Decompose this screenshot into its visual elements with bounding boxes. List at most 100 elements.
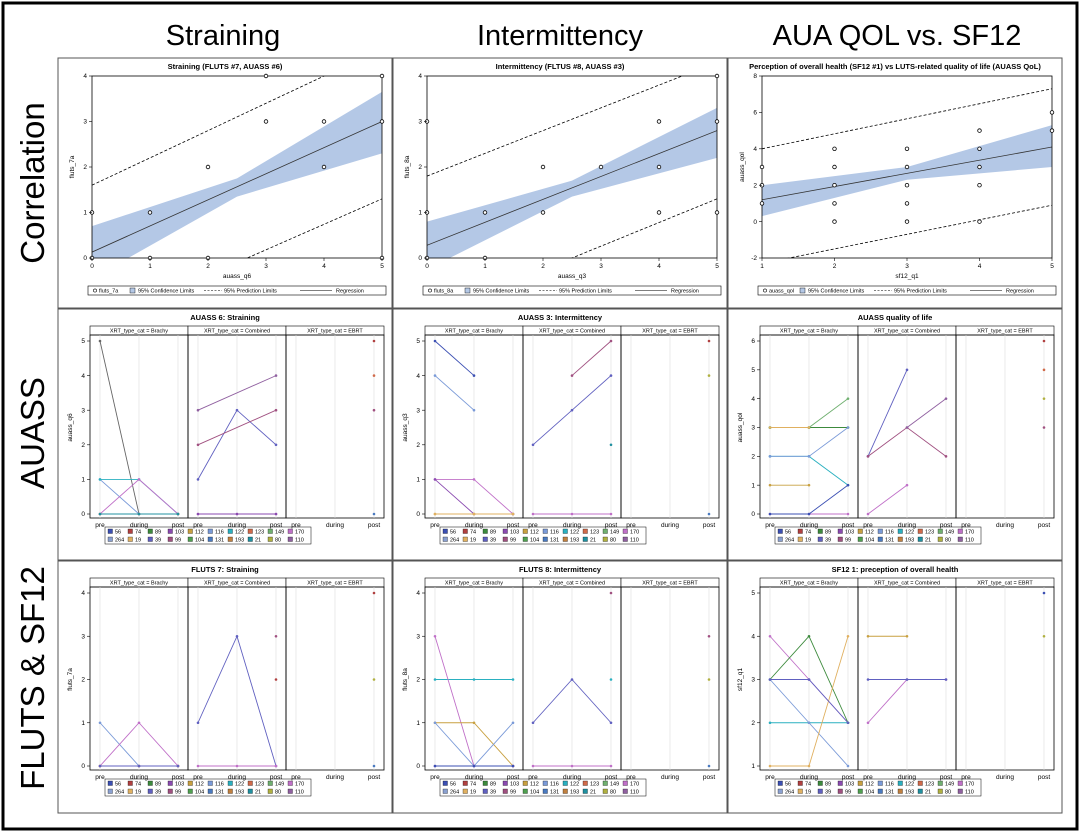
patient-point (1042, 397, 1046, 400)
patient-point (807, 634, 811, 638)
y-tick-label: 1 (751, 482, 755, 489)
patient-point (807, 426, 811, 429)
y-tick-label: 5 (416, 338, 420, 345)
patient-legend-label: 56 (450, 530, 456, 536)
data-point (379, 119, 385, 124)
data-point (1049, 110, 1055, 115)
patient-legend-label: 99 (510, 538, 516, 544)
data-point (977, 164, 982, 170)
patient-point (196, 764, 200, 768)
patient-point (866, 678, 870, 681)
y-tick-label: 2 (753, 182, 757, 189)
patient-point (944, 455, 948, 458)
data-point (904, 182, 910, 188)
patient-legend-label: 131 (215, 538, 224, 544)
patient-legend-label: 56 (450, 782, 456, 788)
data-point (263, 119, 269, 124)
patient-legend-label: 122 (905, 782, 914, 788)
patient-point (472, 374, 476, 377)
patient-legend-swatch (877, 780, 883, 786)
patient-point (472, 721, 476, 725)
patient-point (274, 512, 278, 516)
patient-point (235, 512, 239, 516)
y-tick-label: 2 (81, 677, 85, 684)
column-title-aua-qol: AUA QOL vs. SF12 (773, 20, 1022, 52)
facet-strip-label: XRT_type_cat = Brachy (445, 329, 503, 335)
column-title-intermittency: Intermittency (477, 20, 643, 52)
patient-legend-swatch (857, 528, 863, 534)
facet-strip-label: XRT_type_cat = Combined (874, 581, 940, 587)
patient-legend-label: 264 (115, 790, 124, 796)
patient-legend-swatch (602, 780, 608, 786)
patient-point (372, 764, 376, 768)
patient-point (707, 678, 711, 681)
patient-trajectory (571, 340, 612, 376)
time-tick-label: pre (626, 774, 636, 781)
longitudinal-panel: FLUTS 8: Intermittency XRT_type_cat = Bra… (402, 565, 720, 797)
patient-legend-swatch (187, 536, 193, 542)
panels-grid: Straining (FLUTS #7, AUASS #6)0 1 2 3 4 50123… (57, 57, 1063, 814)
y-tick-label: 1 (416, 477, 420, 484)
data-point (656, 119, 662, 124)
patient-legend-label: 21 (925, 790, 931, 796)
patient-point (905, 483, 909, 487)
patient-legend-label: 99 (175, 790, 181, 796)
facet-strip-label: XRT_type_cat = EBRT (977, 581, 1033, 587)
patient-legend-label: 110 (965, 538, 974, 544)
scatter-title: Perception of overall health (SF12 #1) v… (749, 62, 1041, 71)
prediction-limit-line (787, 204, 1052, 258)
regression-line (762, 146, 1052, 201)
x-tick-label: 3 (905, 263, 909, 270)
patient-legend-label: 56 (115, 782, 121, 788)
cell-frame (392, 560, 728, 814)
time-tick-label: pre (863, 774, 873, 781)
y-tick-label: 0 (418, 255, 422, 262)
cell-frame (392, 308, 728, 561)
time-tick-label: post (940, 774, 952, 781)
patient-legend-swatch (837, 788, 843, 794)
time-tick-label: post (1038, 522, 1050, 529)
data-point (759, 164, 765, 170)
longitudinal-panel: SF12 1: preception of overall health XRT_… (737, 565, 1055, 797)
data-point (321, 164, 327, 170)
patient-legend-swatch (107, 528, 113, 534)
patient-legend-label: 21 (925, 538, 931, 544)
patient-point (472, 764, 476, 768)
patient-point (137, 478, 141, 481)
patient-legend-label: 39 (155, 790, 161, 796)
time-tick-label: post (703, 522, 715, 529)
patient-legend-swatch (522, 780, 528, 786)
facet-strip-label: XRT_type_cat = EBRT (642, 329, 698, 335)
patient-legend-swatch (957, 788, 963, 794)
y-tick-label: 1 (81, 477, 85, 484)
y-tick-label: 2 (751, 454, 755, 461)
y-tick-label: 4 (83, 73, 87, 80)
y-tick-label: 0 (416, 511, 420, 518)
patient-legend-swatch (622, 536, 628, 542)
y-tick-label: 4 (751, 396, 755, 403)
patient-legend-swatch (817, 536, 823, 542)
patient-point (1042, 426, 1046, 429)
patient-legend-label: 122 (570, 782, 579, 788)
x-axis-label: auass_q3 (558, 273, 587, 280)
patient-legend-label: 112 (195, 530, 204, 536)
y-tick-label: 3 (418, 119, 422, 126)
patient-point (609, 374, 613, 377)
patient-legend-swatch (877, 536, 883, 542)
patient-legend-label: 103 (845, 782, 854, 788)
patient-legend-swatch (187, 528, 193, 534)
patient-point (1042, 591, 1046, 595)
patient-legend-label: 104 (195, 538, 204, 544)
patient-legend-swatch (167, 788, 173, 794)
patient-legend-swatch (462, 780, 468, 786)
legend-regression-label: Regression (336, 289, 364, 295)
facet-strip-label: XRT_type_cat = EBRT (307, 329, 363, 335)
legend-series-label: fluts_8a (434, 289, 454, 295)
y-tick-label: 1 (81, 720, 85, 727)
time-tick-label: post (368, 774, 380, 781)
patient-legend-label: 21 (590, 538, 596, 544)
patient-legend-swatch (622, 780, 628, 786)
time-tick-label: during (563, 774, 581, 781)
patient-legend-label: 193 (905, 790, 914, 796)
patient-legend-swatch (857, 536, 863, 542)
